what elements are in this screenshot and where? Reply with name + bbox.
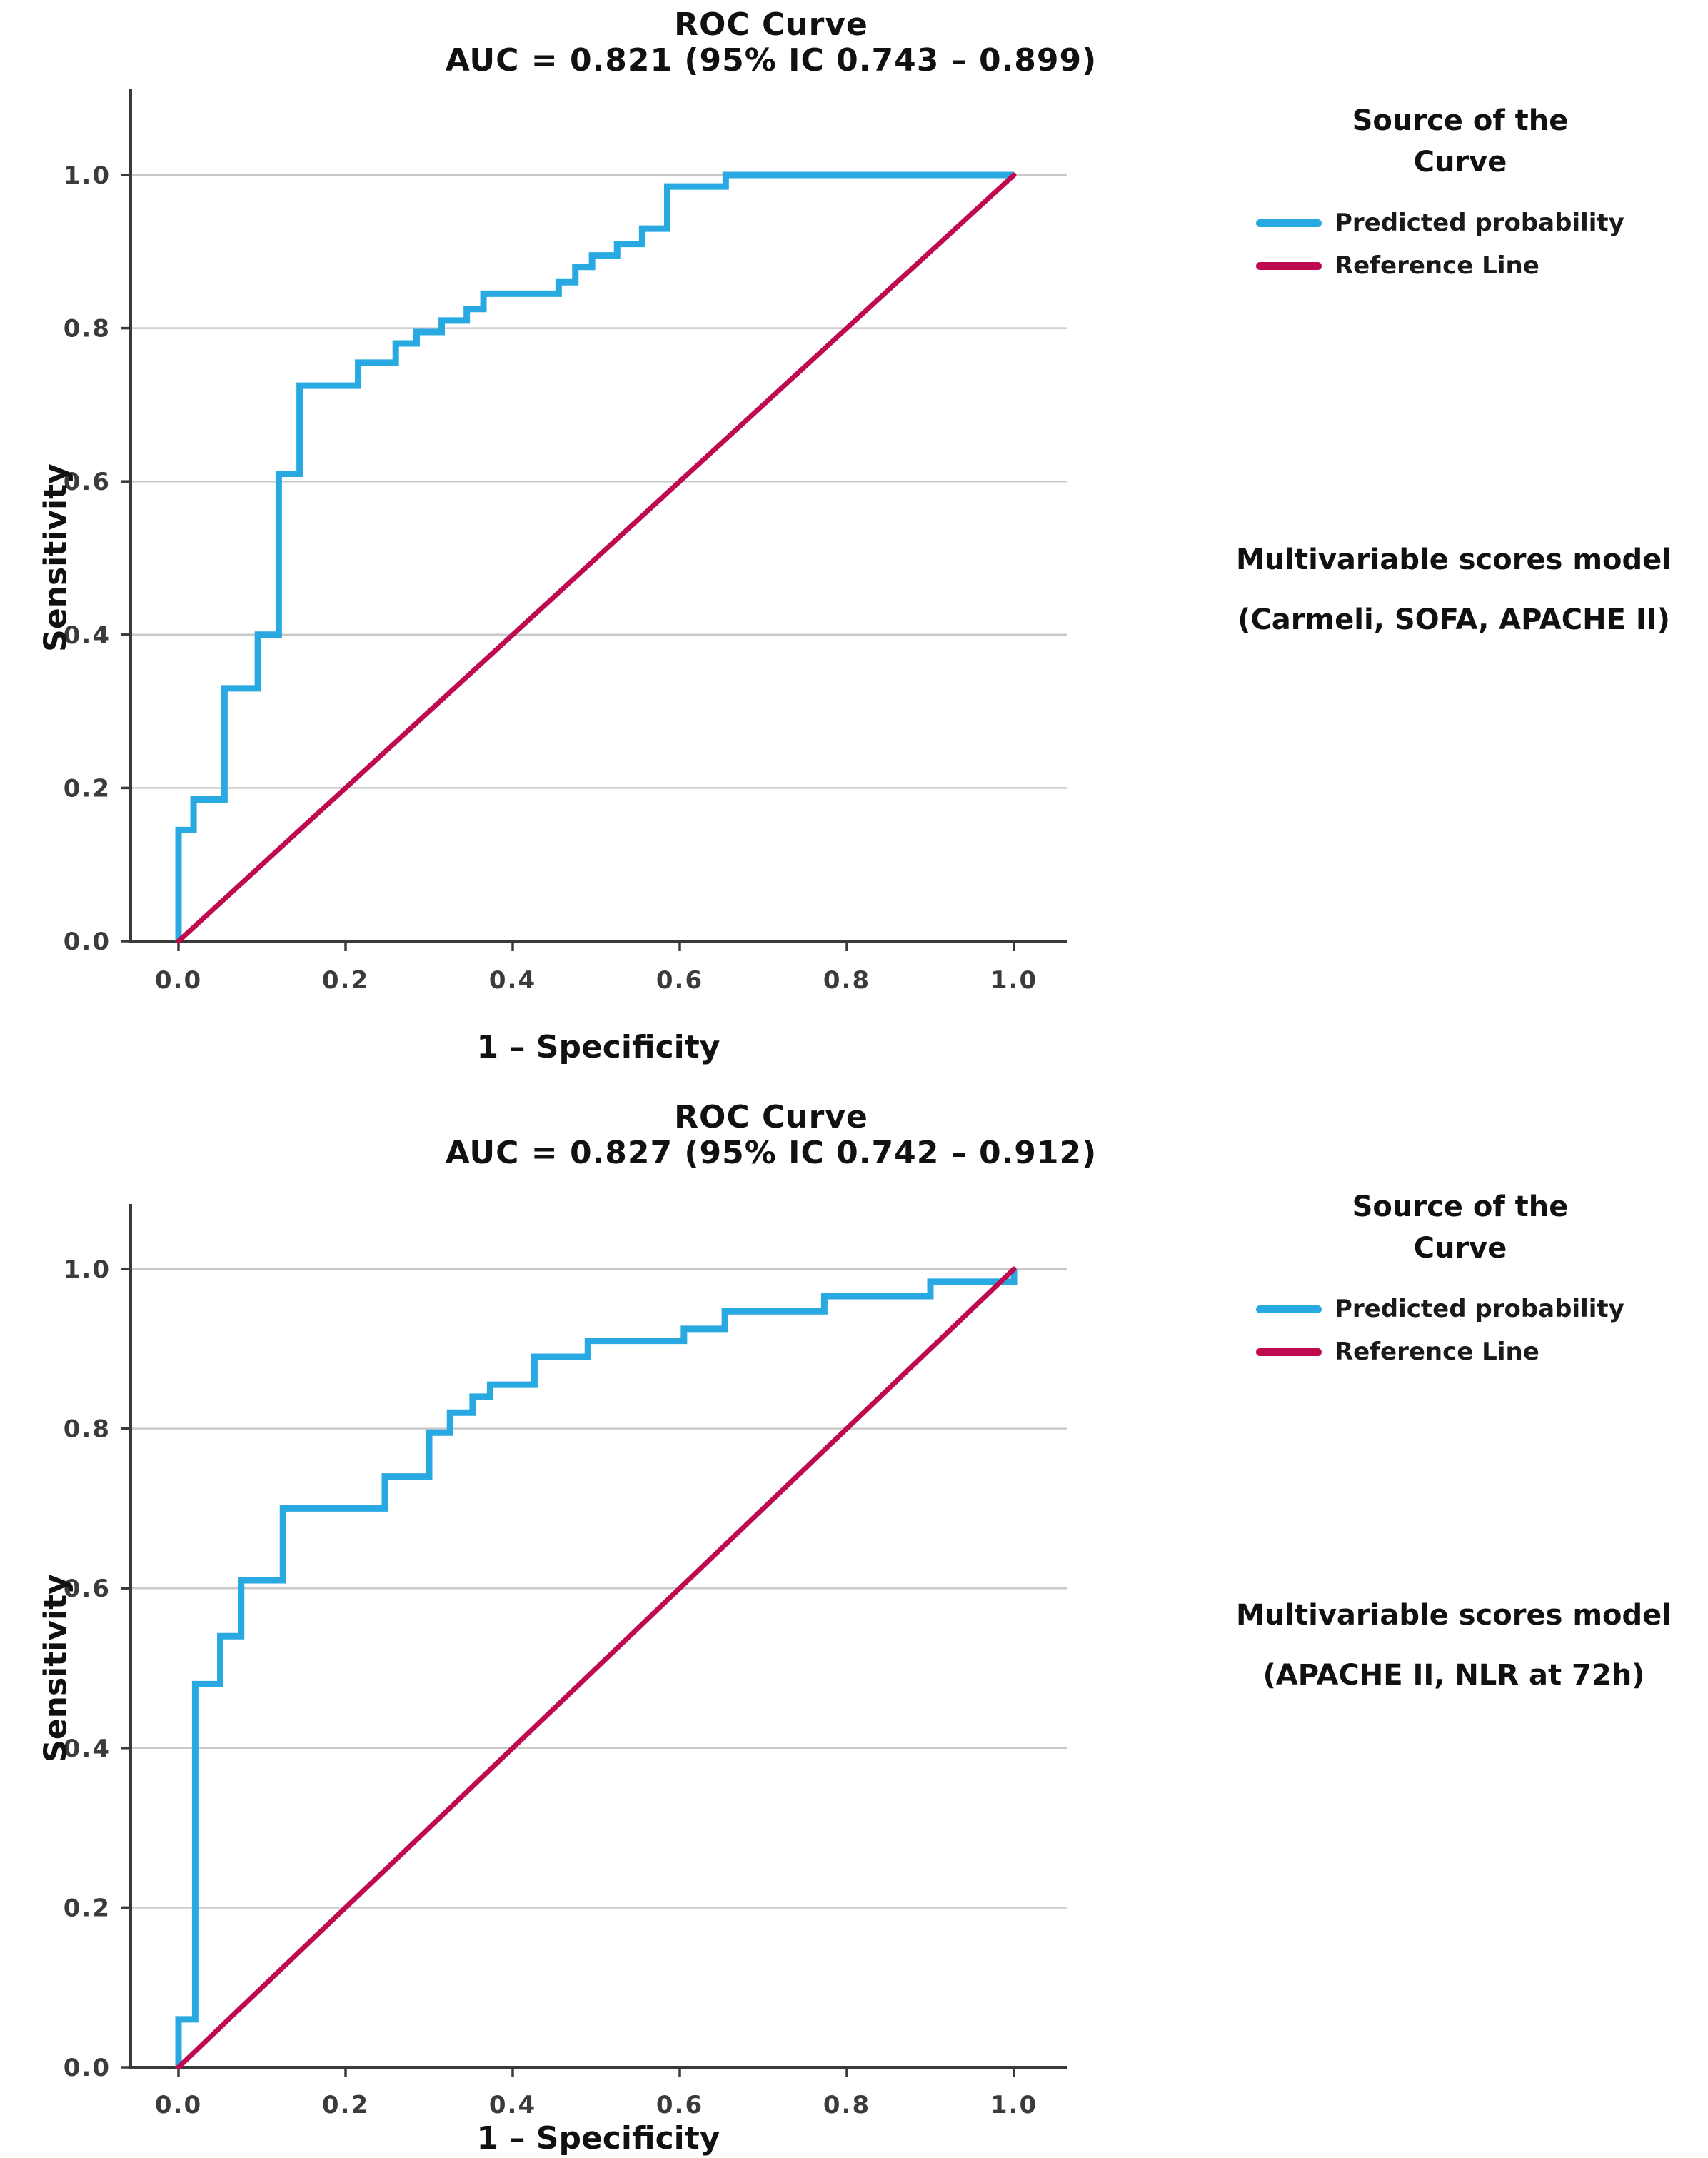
y-tick-label: 0.2 <box>64 774 111 803</box>
legend-item-reference: Reference Line <box>1246 1330 1674 1373</box>
legend: Source of the Curve Predicted probabilit… <box>1246 1186 1674 1373</box>
legend-item-predicted: Predicted probability <box>1246 1288 1674 1330</box>
reference-line <box>176 1266 1017 2070</box>
y-tick-label: 0.2 <box>64 1894 111 1922</box>
roc-chart-top: 0.0 0.2 0.4 0.6 0.8 1.0 0.0 0.2 0.4 0.6 0.8 1.0 ROC… <box>37 7 1708 1066</box>
chart-title-block: ROC Curve AUC = 0.821 (95% IC 0.743 – 0.… <box>278 7 1264 79</box>
legend-title-line2: Curve <box>1413 146 1507 179</box>
model-annotation: Multivariable scores model (APACHE II, N… <box>1200 1585 1708 1705</box>
x-tick-label: 0.8 <box>823 966 870 995</box>
model-annotation: Multivariable scores model (Carmeli, SOF… <box>1200 530 1708 650</box>
model-annotation-line1: Multivariable scores model <box>1236 543 1672 576</box>
legend-item-label: Reference Line <box>1335 251 1539 280</box>
crimson-line-swatch-icon <box>1256 1348 1322 1356</box>
legend-title: Source of the Curve <box>1246 1186 1674 1269</box>
x-axis-title: 1 – Specificity <box>476 1029 720 1065</box>
chart-subtitle-auc: AUC = 0.827 (95% IC 0.742 – 0.912) <box>445 1135 1097 1171</box>
model-annotation-line2: (Carmeli, SOFA, APACHE II) <box>1237 603 1670 636</box>
crimson-line-swatch-icon <box>1256 261 1322 270</box>
roc-curve <box>175 1269 1018 2067</box>
x-tick-label: 1.0 <box>990 966 1038 995</box>
y-axis-title: Sensitivity <box>37 463 74 652</box>
y-axis-title: Sensitivity <box>37 1574 74 1762</box>
x-tick-label: 0.0 <box>155 966 202 995</box>
roc-curve <box>175 171 1014 941</box>
x-tick-label: 0.8 <box>823 2091 870 2119</box>
y-tick-label: 0.4 <box>64 1735 111 1763</box>
x-tick-label: 0.6 <box>656 2091 703 2119</box>
chart-title: ROC Curve <box>674 6 868 43</box>
x-tick-label: 0.2 <box>322 2091 369 2119</box>
x-tick-label: 0.2 <box>322 966 369 995</box>
chart-subtitle-auc: AUC = 0.821 (95% IC 0.743 – 0.899) <box>445 42 1097 79</box>
legend-item-label: Predicted probability <box>1335 209 1624 237</box>
y-tick-label: 0.0 <box>64 2054 111 2082</box>
legend-title-line2: Curve <box>1413 1232 1507 1265</box>
y-tick-label: 1.0 <box>64 161 111 190</box>
legend-items: Predicted probability Reference Line <box>1246 201 1674 287</box>
y-tick-label: 0.0 <box>64 928 111 956</box>
legend: Source of the Curve Predicted probabilit… <box>1246 100 1674 287</box>
x-tick-label: 0.4 <box>489 2091 536 2119</box>
x-tick-label: 0.0 <box>155 2091 202 2119</box>
x-tick-label: 0.6 <box>656 966 703 995</box>
legend-title: Source of the Curve <box>1246 100 1674 183</box>
legend-item-reference: Reference Line <box>1246 244 1674 287</box>
legend-item-label: Predicted probability <box>1335 1295 1624 1323</box>
chart-title-block: ROC Curve AUC = 0.827 (95% IC 0.742 – 0.… <box>278 1100 1264 1171</box>
y-tick-label: 1.0 <box>64 1255 111 1284</box>
blue-line-swatch-icon <box>1256 1305 1322 1313</box>
blue-line-swatch-icon <box>1256 219 1322 227</box>
roc-chart-bottom: 0.0 0.2 0.4 0.6 0.8 1.0 0.0 0.2 0.4 0.6 0.8 1.0 ROC… <box>0 1079 1708 2158</box>
y-tick-label: 0.6 <box>64 468 111 496</box>
x-tick-label: 0.4 <box>489 966 536 995</box>
y-tick-label: 0.4 <box>64 621 111 650</box>
legend-title-line1: Source of the <box>1352 1190 1569 1223</box>
x-tick-label: 1.0 <box>990 2091 1038 2119</box>
y-tick-label: 0.8 <box>64 1415 111 1444</box>
legend-item-label: Reference Line <box>1335 1338 1539 1366</box>
roc-plot-area-bottom: 0.0 0.2 0.4 0.6 0.8 1.0 0.0 0.2 0.4 0.6 0.8 1.0 <box>64 1204 1068 2119</box>
reference-line <box>176 172 1017 944</box>
roc-plot-area-top: 0.0 0.2 0.4 0.6 0.8 1.0 0.0 0.2 0.4 0.6 0.8 1.0 <box>64 89 1068 995</box>
legend-title-line1: Source of the <box>1352 104 1569 137</box>
chart-title: ROC Curve <box>674 1099 868 1135</box>
model-annotation-line1: Multivariable scores model <box>1236 1599 1672 1632</box>
x-axis-title: 1 – Specificity <box>476 2120 720 2157</box>
y-tick-label: 0.8 <box>64 315 111 343</box>
legend-items: Predicted probability Reference Line <box>1246 1288 1674 1373</box>
legend-item-predicted: Predicted probability <box>1246 201 1674 244</box>
y-tick-label: 0.6 <box>64 1575 111 1603</box>
model-annotation-line2: (APACHE II, NLR at 72h) <box>1262 1659 1645 1692</box>
